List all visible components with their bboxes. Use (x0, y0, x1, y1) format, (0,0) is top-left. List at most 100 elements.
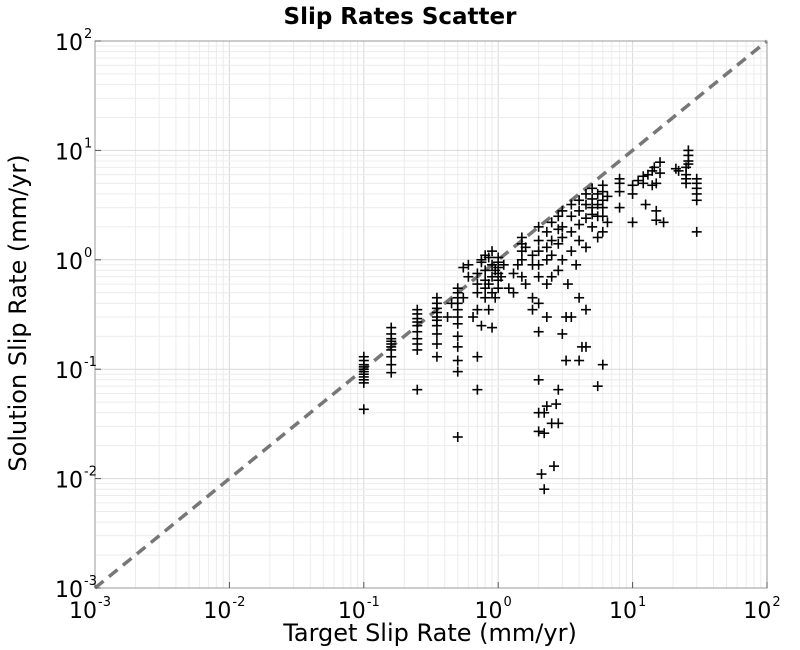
data-point (627, 180, 638, 191)
y-tick-label: 102 (55, 27, 92, 56)
data-point (597, 226, 608, 237)
data-point (592, 381, 603, 392)
data-point (655, 168, 666, 179)
data-point (498, 259, 509, 270)
data-point (476, 320, 487, 331)
grid-lines (94, 41, 767, 589)
data-point (553, 265, 564, 276)
data-point (651, 178, 662, 189)
data-point (553, 238, 564, 249)
data-point (553, 384, 564, 395)
data-point (490, 292, 501, 303)
data-point (574, 219, 585, 230)
data-point (493, 252, 504, 263)
y-tick-label: 10-1 (55, 355, 97, 384)
data-point (452, 283, 463, 294)
data-point (508, 268, 519, 279)
data-point (546, 235, 557, 246)
data-point (691, 226, 702, 237)
data-point (587, 183, 598, 194)
data-point (539, 484, 550, 495)
data-point (458, 292, 469, 303)
data-point (533, 246, 544, 257)
data-point (592, 232, 603, 243)
y-tick-label: 101 (55, 136, 92, 165)
data-point (516, 271, 527, 282)
data-point (673, 165, 684, 176)
data-point (546, 271, 557, 282)
data-point (496, 271, 507, 282)
data-point (574, 195, 585, 206)
data-point (597, 359, 608, 370)
data-point (452, 432, 463, 443)
data-point (640, 199, 651, 210)
data-point (614, 202, 625, 213)
y-tick-label: 10-2 (55, 465, 97, 494)
data-point (520, 242, 531, 253)
data-point (580, 199, 591, 210)
x-axis-label: Target Slip Rate (mm/yr) (282, 619, 577, 647)
data-point (533, 326, 544, 337)
data-point (533, 426, 544, 437)
x-tick-label: 10-2 (203, 595, 245, 624)
data-point (476, 257, 487, 268)
data-point (566, 312, 577, 323)
data-point (358, 404, 369, 415)
data-point (487, 287, 498, 298)
data-point (463, 271, 474, 282)
data-point (431, 338, 442, 349)
data-point (472, 287, 483, 298)
data-point (533, 271, 544, 282)
x-tick-label: 10-3 (69, 595, 111, 624)
data-point (597, 211, 608, 222)
data-point (597, 180, 608, 191)
data-point (480, 292, 491, 303)
data-point (566, 246, 577, 257)
data-point (592, 188, 603, 199)
data-point (442, 312, 453, 323)
data-point (472, 351, 483, 362)
data-point (452, 355, 463, 366)
data-point (614, 173, 625, 184)
data-point (541, 242, 552, 253)
data-point (541, 279, 552, 290)
data-point (468, 312, 479, 323)
data-point (551, 399, 562, 410)
data-point (539, 428, 550, 439)
data-point (458, 262, 469, 273)
data-point (452, 331, 463, 342)
data-point (541, 312, 552, 323)
data-point (463, 259, 474, 270)
data-point (574, 292, 585, 303)
data-point (520, 279, 531, 290)
data-point (562, 279, 573, 290)
x-tick-label: 101 (609, 595, 646, 624)
data-point (557, 328, 568, 339)
data-point (452, 366, 463, 377)
data-point (566, 226, 577, 237)
data-points (358, 145, 702, 495)
data-point (539, 407, 550, 418)
data-point (472, 268, 483, 279)
data-point (557, 205, 568, 216)
data-point (541, 401, 552, 412)
data-point (557, 254, 568, 265)
data-point (541, 226, 552, 237)
data-point (602, 191, 613, 202)
data-point (527, 250, 538, 261)
data-point (483, 304, 494, 315)
data-point (571, 259, 582, 270)
plot-frame (94, 40, 768, 589)
data-point (533, 298, 544, 309)
data-point (412, 304, 423, 315)
data-point (472, 384, 483, 395)
data-point (557, 232, 568, 243)
data-point (541, 254, 552, 265)
data-point (580, 213, 591, 224)
data-point (548, 461, 559, 472)
data-point (472, 304, 483, 315)
data-point (566, 199, 577, 210)
data-point (487, 259, 498, 270)
data-point (536, 469, 547, 480)
